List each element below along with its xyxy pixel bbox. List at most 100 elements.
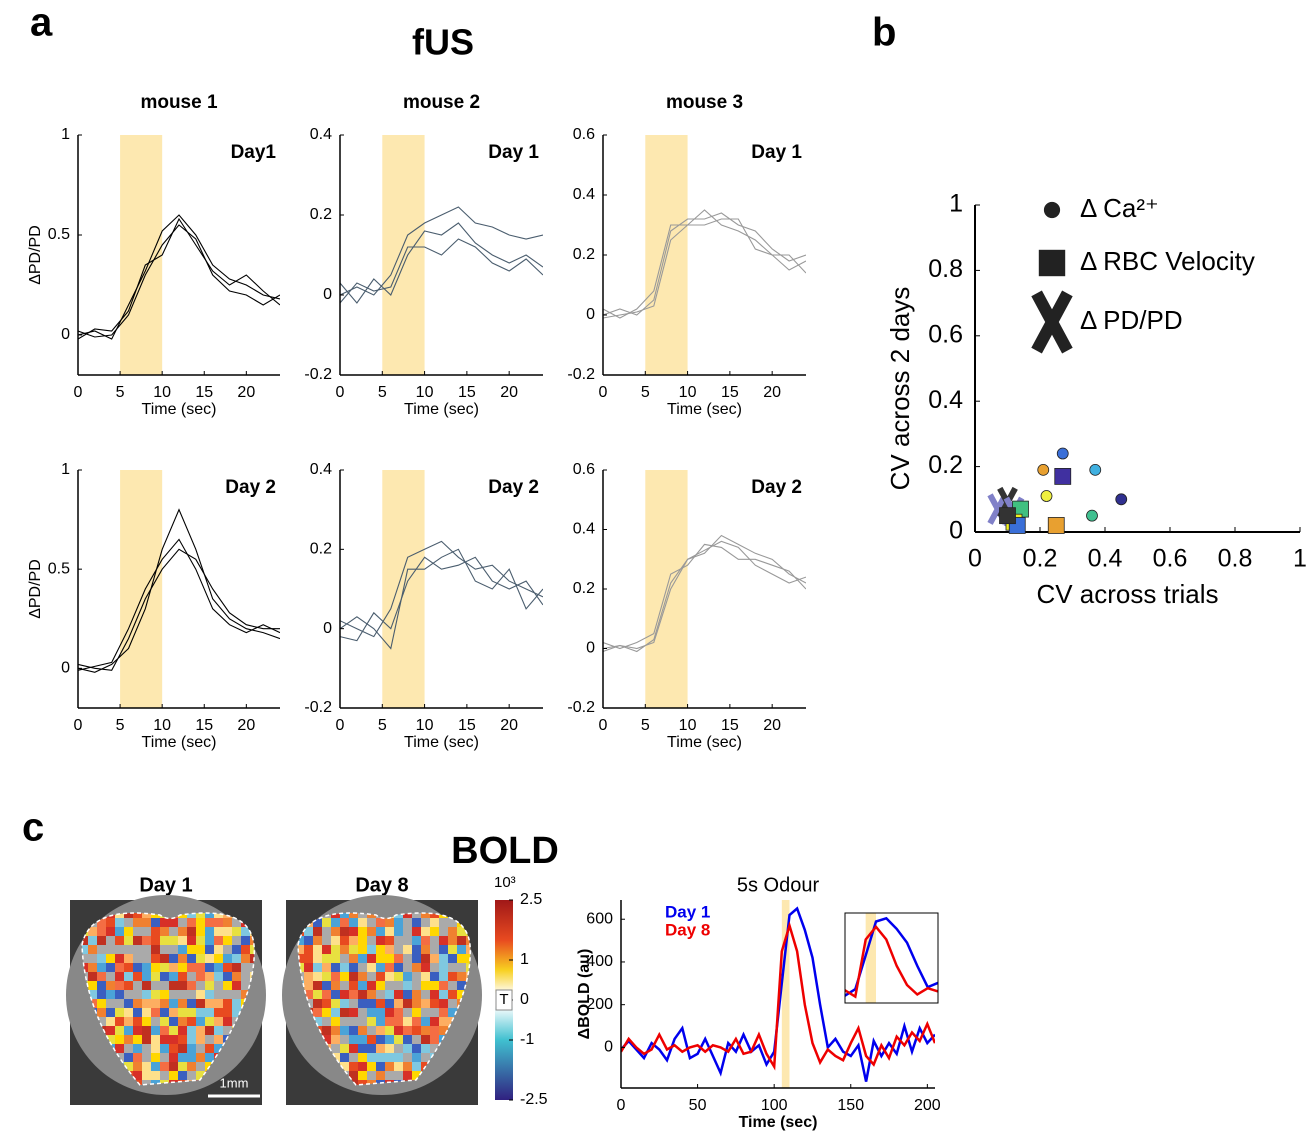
map-pixel — [394, 1017, 403, 1026]
map-pixel — [160, 1044, 169, 1053]
day-annotation: Day 1 — [751, 142, 802, 163]
map-pixel — [313, 981, 322, 990]
point — [1041, 491, 1052, 502]
map-pixel — [349, 1008, 358, 1017]
map-pixel — [403, 1071, 412, 1080]
map-pixel — [178, 936, 187, 945]
map-pixel — [322, 963, 331, 972]
day-annotation: Day 1 — [488, 142, 539, 163]
map-pixel — [151, 1035, 160, 1044]
map-pixel — [187, 1044, 196, 1053]
map-pixel — [394, 963, 403, 972]
map-pixel — [160, 999, 169, 1008]
y-tick-label: 600 — [586, 910, 613, 927]
y-tick-label: 0.8 — [928, 255, 963, 283]
map-pixel — [142, 972, 151, 981]
map-pixel — [376, 918, 385, 927]
map-pixel — [151, 1044, 160, 1053]
map-pixel — [187, 1062, 196, 1071]
map-pixel — [205, 945, 214, 954]
map-pixel — [106, 1026, 115, 1035]
y-tick-label: 0 — [586, 306, 595, 323]
map-pixel — [124, 1026, 133, 1035]
map-pixel — [403, 981, 412, 990]
map-pixel — [178, 1071, 187, 1080]
map-pixel — [106, 981, 115, 990]
map-pixel — [322, 954, 331, 963]
map-pixel — [313, 972, 322, 981]
map-pixel — [376, 963, 385, 972]
point — [1038, 464, 1049, 475]
x-tick-label: 150 — [837, 1097, 864, 1114]
map-pixel — [196, 945, 205, 954]
x-tick-label: 15 — [458, 717, 476, 734]
stimulus-shade — [382, 135, 424, 375]
map-pixel — [241, 936, 250, 945]
map-pixel — [205, 954, 214, 963]
map-pixel — [385, 1053, 394, 1062]
y-axis-label: ΔPD/PD — [27, 559, 44, 619]
map-pixel — [151, 1026, 160, 1035]
x-tick-label: 10 — [416, 717, 434, 734]
trace — [603, 536, 806, 649]
map-pixel — [340, 945, 349, 954]
map-pixel — [448, 972, 457, 981]
map-pixel — [187, 918, 196, 927]
map-pixel — [376, 1035, 385, 1044]
x-axis-label: Time (sec) — [142, 734, 217, 751]
map-pixel — [313, 990, 322, 999]
x-axis-label: Time (sec) — [142, 401, 217, 418]
x-tick-label: 10 — [679, 384, 697, 401]
map-pixel — [97, 954, 106, 963]
y-tick-label: -0.2 — [567, 366, 595, 383]
map-pixel — [313, 1008, 322, 1017]
map-pixel — [169, 918, 178, 927]
map-pixel — [133, 1053, 142, 1062]
map-pixel — [412, 954, 421, 963]
map-pixel — [367, 927, 376, 936]
point — [1116, 494, 1127, 505]
day-annotation: Day 2 — [751, 477, 802, 498]
map-pixel — [88, 945, 97, 954]
map-pixel — [322, 945, 331, 954]
chart-title: mouse 1 — [140, 92, 218, 113]
map-pixel — [367, 1035, 376, 1044]
legend-marker — [1039, 250, 1065, 276]
map-pixel — [322, 972, 331, 981]
map-pixel — [340, 990, 349, 999]
map-pixel — [421, 927, 430, 936]
x-tick-label: 0.4 — [1088, 545, 1123, 573]
x-tick-label: 0.8 — [1218, 545, 1253, 573]
map-pixel — [160, 1017, 169, 1026]
map-pixel — [214, 1026, 223, 1035]
x-axis-label: Time (sec) — [667, 734, 742, 751]
map-pixel — [448, 990, 457, 999]
map-pixel — [151, 927, 160, 936]
map-pixel — [421, 963, 430, 972]
map-pixel — [385, 1008, 394, 1017]
map-pixel — [394, 999, 403, 1008]
page: {"figure": {"panel_labels": ["a", "b", "… — [0, 0, 1316, 1138]
map-pixel — [133, 1062, 142, 1071]
map-pixel — [169, 936, 178, 945]
map-pixel — [151, 972, 160, 981]
map-pixel — [124, 936, 133, 945]
map-pixel — [196, 990, 205, 999]
map-pixel — [385, 1026, 394, 1035]
map-pixel — [349, 945, 358, 954]
map-pixel — [385, 1017, 394, 1026]
map-pixel — [205, 918, 214, 927]
map-pixel — [376, 1071, 385, 1080]
map-pixel — [97, 981, 106, 990]
map-pixel — [151, 999, 160, 1008]
map-pixel — [169, 1017, 178, 1026]
map-pixel — [421, 1044, 430, 1053]
x-tick-label: 0 — [599, 717, 608, 734]
map-pixel — [457, 936, 466, 945]
legend-label: Day 8 — [665, 920, 710, 939]
map-pixel — [142, 1026, 151, 1035]
y-tick-label: 0.2 — [573, 580, 595, 597]
map-pixel — [241, 945, 250, 954]
y-tick-label: 0 — [61, 326, 70, 343]
map-pixel — [232, 972, 241, 981]
